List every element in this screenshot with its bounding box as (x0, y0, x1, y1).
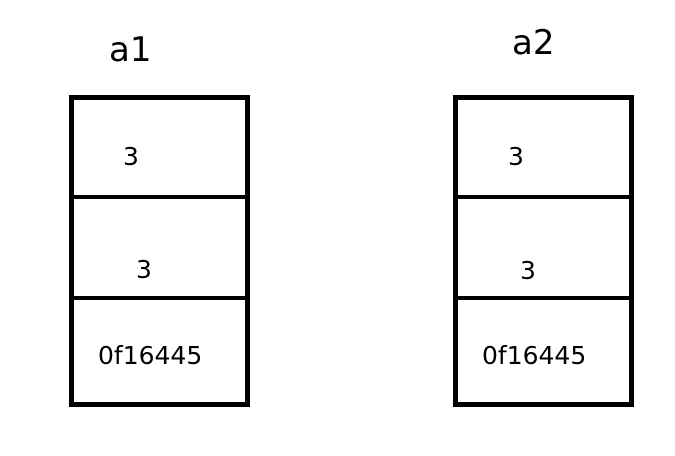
array-a2-title: a2 (512, 23, 555, 63)
array-a1-cell-2: 3 (136, 255, 152, 284)
array-a2-box: 3 3 0f16445 (453, 95, 634, 407)
cell-divider (74, 195, 245, 199)
array-a2-cell-3: 0f16445 (482, 341, 587, 370)
cell-divider (458, 195, 629, 199)
array-a1-title: a1 (109, 30, 152, 70)
cell-divider (74, 296, 245, 300)
cell-divider (458, 296, 629, 300)
array-a1-cell-3: 0f16445 (98, 341, 203, 370)
array-a1-box: 3 3 0f16445 (69, 95, 250, 407)
array-a2-cell-2: 3 (520, 256, 536, 285)
array-a2-cell-1: 3 (508, 142, 524, 171)
array-a1-cell-1: 3 (123, 142, 139, 171)
